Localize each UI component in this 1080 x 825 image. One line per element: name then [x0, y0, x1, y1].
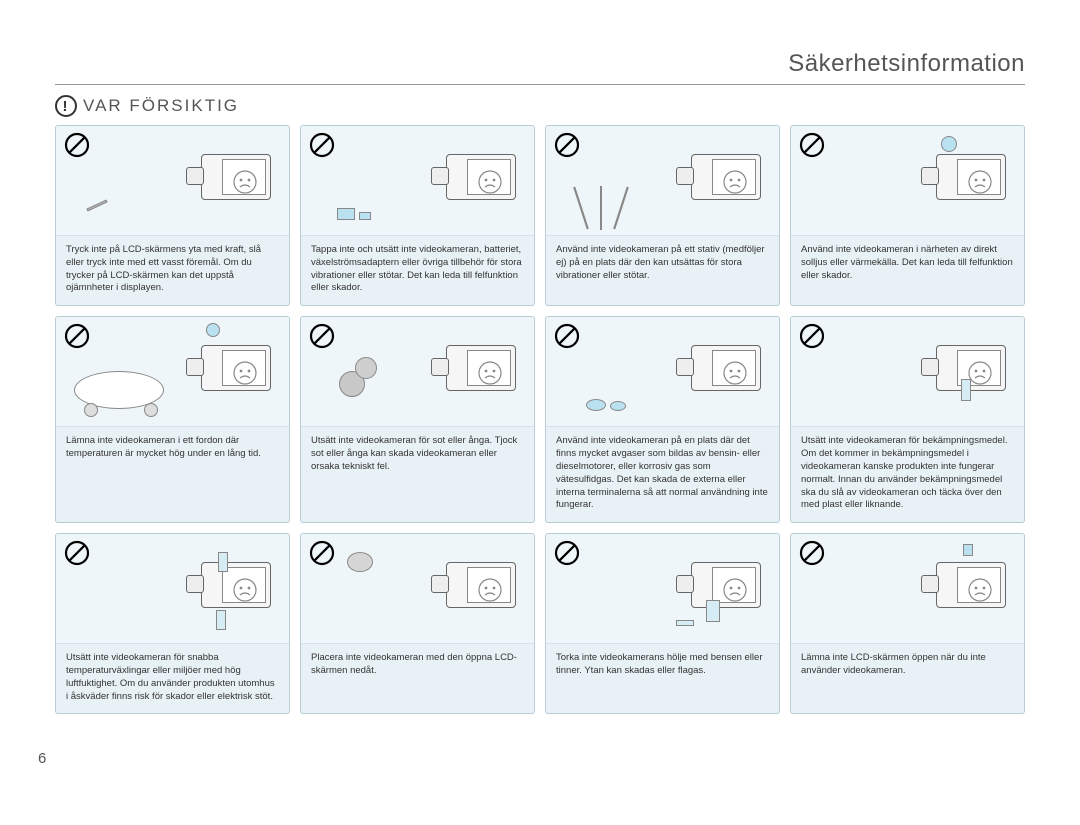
warning-card: Torka inte videokamerans hölje med bense… — [545, 533, 780, 714]
camcorder-icon — [691, 154, 761, 200]
camcorder-icon — [936, 345, 1006, 391]
warning-illustration — [546, 317, 779, 427]
face-icon — [476, 359, 504, 387]
decorative-shape — [573, 187, 588, 229]
decorative-shape — [706, 600, 720, 622]
page-number: 6 — [38, 750, 46, 767]
prohibit-icon — [554, 132, 580, 158]
decorative-shape — [84, 403, 98, 417]
decorative-shape — [610, 401, 626, 411]
warning-caption: Använd inte videokameran på en plats där… — [546, 427, 779, 522]
decorative-shape — [963, 544, 973, 556]
camcorder-icon — [691, 562, 761, 608]
page-title: Säkerhetsinformation — [55, 50, 1025, 84]
warning-caption: Utsätt inte videokameran för sot eller å… — [301, 427, 534, 483]
warning-card: Använd inte videokameran på ett stativ (… — [545, 125, 780, 306]
warning-caption: Använd inte videokameran i närheten av d… — [791, 236, 1024, 292]
warning-illustration — [56, 126, 289, 236]
prohibit-icon — [554, 323, 580, 349]
decorative-shape — [347, 552, 373, 572]
caution-label: VAR FÖRSIKTIG — [83, 96, 239, 116]
warning-card: Utsätt inte videokameran för sot eller å… — [300, 316, 535, 523]
warning-card: Tryck inte på LCD-skärmens yta med kraft… — [55, 125, 290, 306]
decorative-shape — [206, 323, 220, 337]
title-rule — [55, 84, 1025, 85]
face-icon — [231, 576, 259, 604]
prohibit-icon — [799, 323, 825, 349]
warning-illustration — [546, 534, 779, 644]
prohibit-icon — [64, 132, 90, 158]
camcorder-icon — [936, 562, 1006, 608]
prohibit-icon — [799, 540, 825, 566]
camcorder-icon — [446, 345, 516, 391]
warning-caption: Tryck inte på LCD-skärmens yta med kraft… — [56, 236, 289, 305]
decorative-shape — [586, 399, 606, 411]
decorative-shape — [600, 186, 602, 230]
prohibit-icon — [64, 540, 90, 566]
decorative-shape — [144, 403, 158, 417]
face-icon — [966, 168, 994, 196]
warning-illustration — [791, 534, 1024, 644]
prohibit-icon — [554, 540, 580, 566]
warning-caption: Använd inte videokameran på ett stativ (… — [546, 236, 779, 292]
warning-illustration — [301, 534, 534, 644]
warning-illustration — [56, 317, 289, 427]
warning-grid: Tryck inte på LCD-skärmens yta med kraft… — [55, 125, 1025, 714]
warning-caption: Utsätt inte videokameran för bekämpnings… — [791, 427, 1024, 522]
warning-illustration — [546, 126, 779, 236]
warning-card: Lämna inte videokameran i ett fordon där… — [55, 316, 290, 523]
camcorder-icon — [201, 154, 271, 200]
decorative-shape — [337, 208, 355, 220]
camcorder-icon — [936, 154, 1006, 200]
decorative-shape — [676, 620, 694, 626]
caution-header: ! VAR FÖRSIKTIG — [55, 95, 1025, 117]
camcorder-icon — [446, 562, 516, 608]
camcorder-icon — [201, 562, 271, 608]
camcorder-icon — [446, 154, 516, 200]
face-icon — [966, 576, 994, 604]
decorative-shape — [216, 610, 226, 630]
caution-icon: ! — [55, 95, 77, 117]
warning-caption: Lämna inte videokameran i ett fordon där… — [56, 427, 289, 471]
camcorder-icon — [201, 345, 271, 391]
prohibit-icon — [309, 132, 335, 158]
face-icon — [721, 576, 749, 604]
warning-card: Utsätt inte videokameran för snabba temp… — [55, 533, 290, 714]
warning-card: Lämna inte LCD-skärmen öppen när du inte… — [790, 533, 1025, 714]
warning-caption: Tappa inte och utsätt inte videokameran,… — [301, 236, 534, 305]
face-icon — [721, 359, 749, 387]
warning-caption: Placera inte videokameran med den öppna … — [301, 644, 534, 688]
prohibit-icon — [64, 323, 90, 349]
prohibit-icon — [309, 323, 335, 349]
warning-illustration — [301, 126, 534, 236]
decorative-shape — [613, 187, 628, 229]
warning-card: Använd inte videokameran på en plats där… — [545, 316, 780, 523]
warning-caption: Torka inte videokamerans hölje med bense… — [546, 644, 779, 688]
prohibit-icon — [799, 132, 825, 158]
warning-caption: Lämna inte LCD-skärmen öppen när du inte… — [791, 644, 1024, 688]
decorative-shape — [961, 379, 971, 401]
warning-card: Tappa inte och utsätt inte videokameran,… — [300, 125, 535, 306]
face-icon — [476, 168, 504, 196]
decorative-shape — [218, 552, 228, 572]
warning-illustration — [56, 534, 289, 644]
warning-card: Placera inte videokameran med den öppna … — [300, 533, 535, 714]
face-icon — [231, 359, 259, 387]
face-icon — [721, 168, 749, 196]
decorative-shape — [359, 212, 371, 220]
decorative-shape — [86, 199, 107, 211]
warning-illustration — [791, 317, 1024, 427]
face-icon — [476, 576, 504, 604]
face-icon — [231, 168, 259, 196]
warning-card: Använd inte videokameran i närheten av d… — [790, 125, 1025, 306]
warning-caption: Utsätt inte videokameran för snabba temp… — [56, 644, 289, 713]
manual-page: Säkerhetsinformation ! VAR FÖRSIKTIG — [0, 0, 1080, 825]
warning-card: Utsätt inte videokameran för bekämpnings… — [790, 316, 1025, 523]
prohibit-icon — [309, 540, 335, 566]
warning-illustration — [791, 126, 1024, 236]
warning-illustration — [301, 317, 534, 427]
camcorder-icon — [691, 345, 761, 391]
decorative-shape — [941, 136, 957, 152]
decorative-shape — [355, 357, 377, 379]
